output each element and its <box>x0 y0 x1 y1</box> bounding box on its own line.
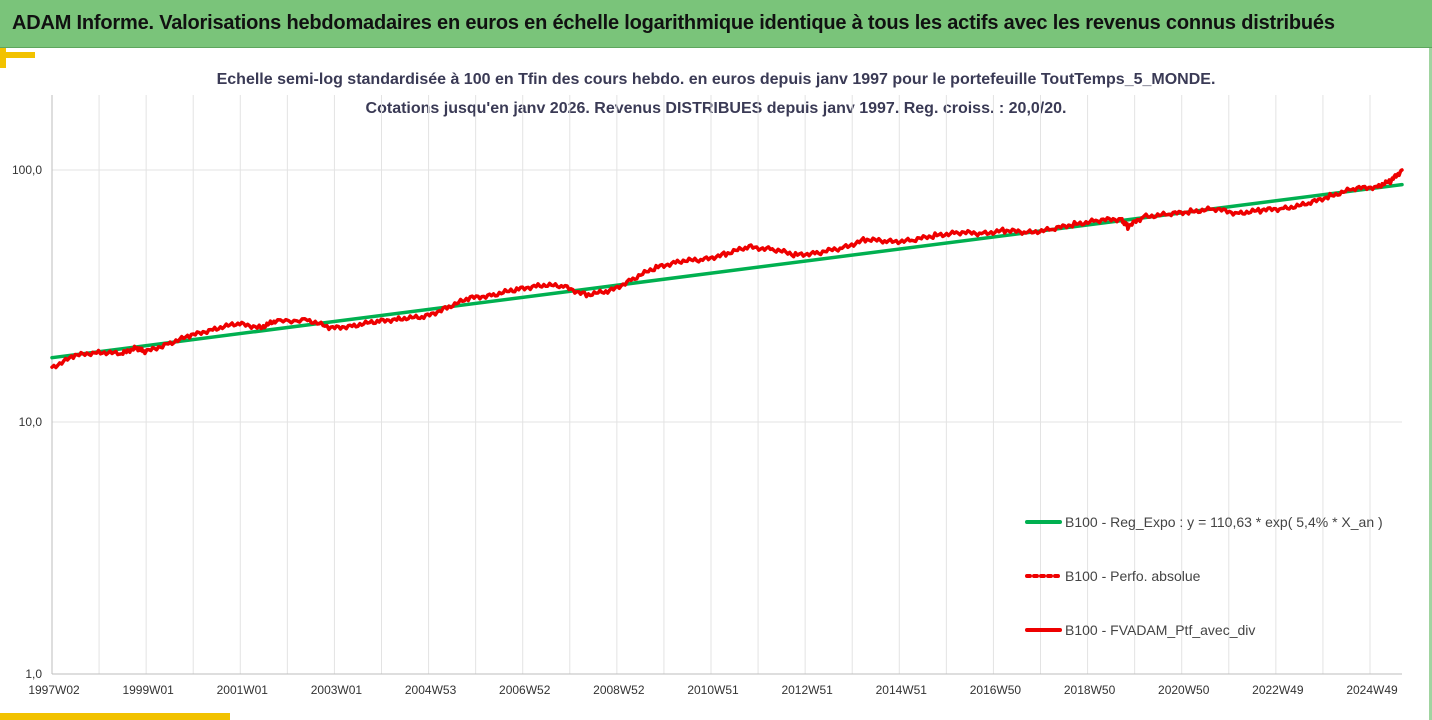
header-banner: ADAM Informe. Valorisations hebdomadaire… <box>0 0 1432 48</box>
y-tick-label: 100,0 <box>12 163 42 177</box>
x-tick-label: 2010W51 <box>687 683 739 697</box>
x-tick-label: 2022W49 <box>1252 683 1304 697</box>
x-tick-label: 2020W50 <box>1158 683 1210 697</box>
legend-label: B100 - Perfo. absolue <box>1065 568 1201 584</box>
frame-edge <box>1429 48 1432 720</box>
y-tick-label: 1,0 <box>25 667 42 681</box>
legend-label: B100 - FVADAM_Ptf_avec_div <box>1065 622 1255 638</box>
x-tick-label: 2008W52 <box>593 683 645 697</box>
x-tick-label: 2018W50 <box>1064 683 1116 697</box>
series-line-3 <box>50 168 1404 370</box>
x-tick-label: 2001W01 <box>217 683 269 697</box>
x-tick-label: 2003W01 <box>311 683 363 697</box>
corner-accent <box>0 52 35 58</box>
corner-accent <box>0 713 230 720</box>
y-tick-label: 10,0 <box>19 415 43 429</box>
page-title: ADAM Informe. Valorisations hebdomadaire… <box>12 12 1335 34</box>
corner-accent <box>0 48 6 68</box>
x-tick-label: 2016W50 <box>970 683 1022 697</box>
legend-label: B100 - Reg_Expo : y = 110,63 * exp( 5,4%… <box>1065 514 1383 530</box>
x-tick-label: 2024W49 <box>1346 683 1398 697</box>
x-tick-label: 1997W02 <box>28 683 80 697</box>
x-tick-label: 2004W53 <box>405 683 457 697</box>
x-tick-label: 2014W51 <box>876 683 928 697</box>
x-tick-label: 2012W51 <box>781 683 833 697</box>
x-tick-label: 2006W52 <box>499 683 551 697</box>
chart-title-line2: Cotations jusqu'en janv 2026. Revenus DI… <box>365 100 1067 117</box>
x-tick-label: 1999W01 <box>122 683 174 697</box>
chart-title-line1: Echelle semi-log standardisée à 100 en T… <box>216 71 1216 88</box>
